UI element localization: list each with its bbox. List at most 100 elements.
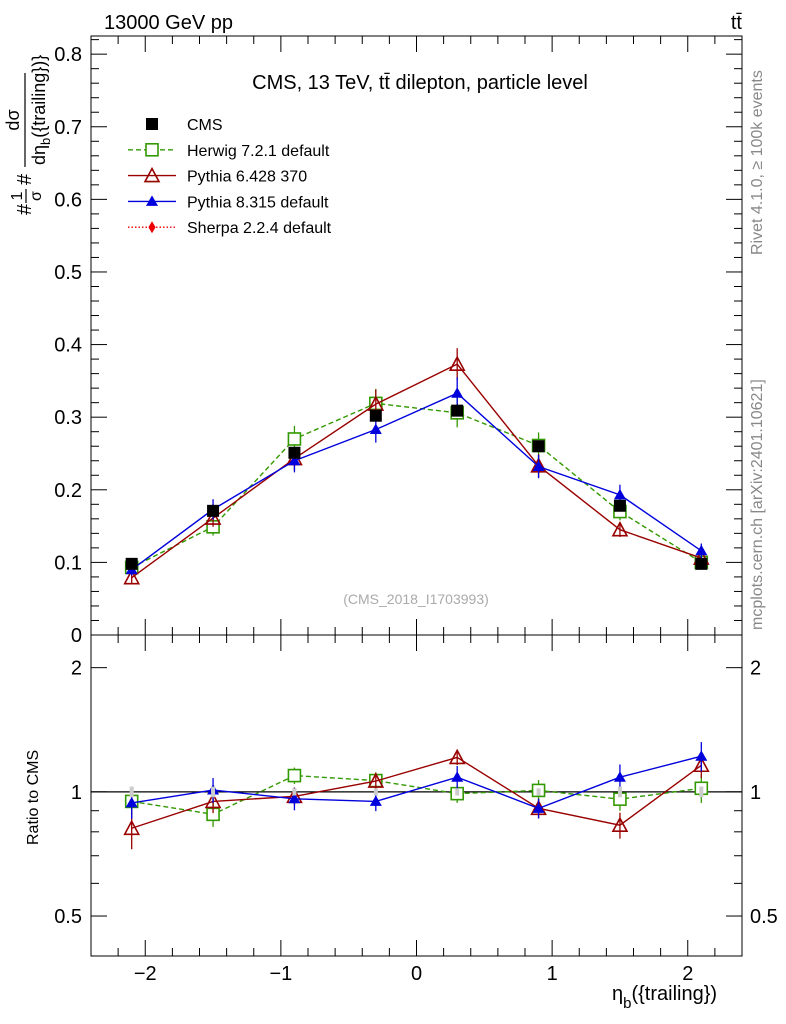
data-point — [613, 488, 626, 500]
ratio-y-tick-label-right: 1 — [750, 782, 761, 804]
ratio-point — [451, 771, 464, 782]
legend: CMS Herwig 7.2.1 default Pythia 6.428 370 P… — [128, 117, 332, 237]
ratio-uncertainty-band — [129, 786, 134, 798]
x-tick-label: 2 — [682, 963, 693, 985]
ratio-point — [125, 796, 138, 808]
energy-label: 13000 GeV pp — [104, 12, 233, 34]
x-axis-title: ηb({trailing}) — [612, 983, 717, 1012]
data-point — [532, 440, 545, 453]
ratio-point — [532, 802, 545, 813]
series-pythia-6-428-370 — [123, 348, 710, 585]
ratio-uncertainty-band — [699, 786, 704, 798]
ratio-uncertainty-band — [211, 786, 216, 798]
main-y-tick-label: 0.1 — [54, 552, 82, 574]
main-y-tick-labels: 0 0.1 0.2 0.3 0.4 0.5 0.6 0.7 0.8 — [54, 44, 82, 647]
x-tick-labels: −2 −1 0 1 2 — [134, 963, 693, 985]
main-y-tick-label: 0.7 — [54, 117, 82, 139]
data-point — [125, 557, 138, 570]
y-title-sigma: σ — [28, 191, 45, 201]
x-tick-label: 1 — [547, 963, 558, 985]
legend-item-cms: CMS — [146, 117, 223, 134]
legend-label: Pythia 8.315 default — [187, 194, 329, 211]
ratio-point — [367, 772, 385, 788]
analysis-watermark: (CMS_2018_I1703993) — [343, 591, 489, 607]
legend-label: Pythia 6.428 370 — [187, 169, 307, 186]
series-line — [131, 402, 702, 569]
data-point — [695, 557, 708, 570]
ratio-series-line — [131, 774, 702, 816]
legend-item-sherpa-2-2-4-default: Sherpa 2.2.4 default — [128, 220, 332, 237]
rivet-version-label: Rivet 4.1.0, ≥ 100k events — [749, 70, 766, 255]
data-point — [204, 509, 222, 525]
legend-marker — [146, 195, 158, 206]
ratio-uncertainty-band — [373, 788, 378, 796]
y-title-one: 1 — [9, 191, 26, 200]
data-point — [532, 460, 545, 472]
legend-marker — [145, 143, 159, 157]
data-point — [611, 521, 629, 537]
main-y-tick-label: 0.4 — [54, 335, 82, 357]
series-line — [131, 363, 702, 579]
data-point — [451, 404, 464, 417]
process-label: tt̄ — [731, 12, 743, 34]
data-point — [369, 423, 382, 435]
main-y-tick-label: 0 — [71, 625, 82, 647]
main-y-tick-label: 0.5 — [54, 262, 82, 284]
ratio-point — [611, 816, 629, 833]
legend-item-herwig-7-2-1-default: Herwig 7.2.1 default — [128, 143, 330, 160]
series-pythia-8-315-default — [125, 377, 708, 576]
data-point — [288, 454, 301, 466]
data-point — [451, 387, 464, 398]
ratio-y-tick-label-left: 0.5 — [54, 906, 82, 928]
ratio-point — [204, 792, 222, 809]
data-point — [369, 409, 382, 422]
main-y-tick-label: 0.8 — [54, 44, 82, 66]
ratio-uncertainty-band — [455, 788, 460, 796]
legend-label: CMS — [187, 117, 223, 134]
ratio-y-tick-label-right: 2 — [750, 658, 761, 680]
main-y-tick-label: 0.3 — [54, 407, 82, 429]
ratio-series-cms — [129, 786, 704, 798]
ratio-panel-data — [91, 742, 742, 850]
x-tick-label: 0 — [411, 963, 422, 985]
main-panel-data — [123, 348, 710, 585]
main-y-tick-label: 0.2 — [54, 480, 82, 502]
legend-label: Sherpa 2.2.4 default — [187, 220, 332, 237]
legend-label: Herwig 7.2.1 default — [187, 143, 330, 160]
main-y-tick-label: 0.6 — [54, 189, 82, 211]
ratio-point — [123, 819, 141, 836]
data-point — [448, 355, 466, 371]
x-tick-label: −1 — [269, 963, 292, 985]
ratio-series-line — [131, 756, 702, 829]
ratio-point — [613, 771, 626, 782]
ratio-point — [448, 748, 466, 765]
series-line — [131, 392, 702, 571]
ratio-uncertainty-band — [292, 788, 297, 796]
ratio-y-axis-title: Ratio to CMS — [25, 750, 42, 845]
data-point — [123, 568, 141, 585]
main-axis-ticks — [90, 36, 743, 636]
data-point — [288, 446, 301, 459]
y-title-hash-1: # — [14, 203, 36, 215]
ratio-point — [695, 750, 708, 761]
data-point — [207, 504, 220, 517]
data-point — [287, 432, 302, 446]
legend-marker — [146, 118, 158, 130]
ratio-axis-ticks — [90, 635, 743, 957]
ratio-y-tick-labels: 0.5 0.5 1 1 2 2 — [54, 658, 778, 928]
ratio-point — [287, 768, 302, 783]
legend-item-pythia-8-315-default: Pythia 8.315 default — [128, 194, 329, 211]
data-point — [613, 499, 626, 512]
main-y-axis-title: # 1 σ # dσ dηb({trailing})} — [3, 55, 53, 215]
ratio-point — [288, 792, 301, 804]
ratio-series-line — [131, 755, 702, 810]
series-cms — [125, 404, 708, 570]
ratio-uncertainty-band — [536, 788, 541, 796]
chart-title: CMS, 13 TeV, tt̄ dilepton, particle leve… — [252, 72, 588, 94]
data-point — [695, 544, 708, 556]
ratio-y-tick-label-right: 0.5 — [750, 906, 778, 928]
ratio-uncertainty-band — [617, 786, 622, 798]
ratio-y-tick-label-left: 2 — [71, 658, 82, 680]
ratio-y-tick-label-left: 1 — [71, 782, 82, 804]
